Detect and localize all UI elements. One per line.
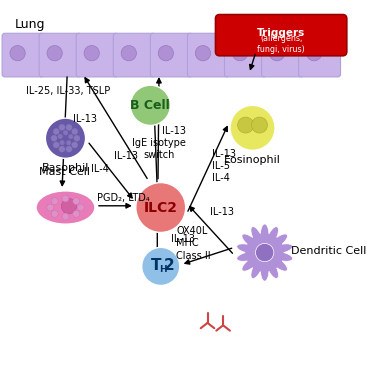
Circle shape (77, 204, 84, 211)
Circle shape (45, 118, 86, 158)
Circle shape (142, 248, 180, 286)
Circle shape (53, 128, 59, 135)
Text: IL-13: IL-13 (162, 126, 186, 136)
Circle shape (68, 134, 73, 139)
FancyBboxPatch shape (2, 33, 44, 77)
Text: H: H (159, 265, 166, 275)
Circle shape (270, 46, 285, 61)
FancyBboxPatch shape (39, 33, 81, 77)
Circle shape (62, 199, 76, 214)
Text: IL-13: IL-13 (210, 207, 234, 217)
Ellipse shape (36, 191, 95, 224)
Text: Dendritic Cell: Dendritic Cell (291, 246, 366, 256)
FancyBboxPatch shape (113, 33, 155, 77)
Circle shape (72, 142, 78, 148)
Text: (allergens,
fungi, virus): (allergens, fungi, virus) (257, 34, 305, 54)
Text: IL-13: IL-13 (171, 234, 195, 244)
Circle shape (51, 211, 58, 217)
FancyBboxPatch shape (76, 33, 118, 77)
Text: IL-13: IL-13 (73, 114, 97, 124)
Text: IL-25, IL-33, TSLP: IL-25, IL-33, TSLP (26, 87, 110, 97)
FancyBboxPatch shape (298, 33, 340, 77)
Circle shape (66, 140, 71, 145)
Text: IL-4: IL-4 (91, 164, 109, 174)
FancyBboxPatch shape (150, 33, 192, 77)
Circle shape (66, 124, 72, 131)
Circle shape (10, 46, 25, 61)
Text: IL-13: IL-13 (114, 151, 138, 161)
Circle shape (73, 211, 80, 217)
Circle shape (59, 124, 65, 131)
Circle shape (158, 46, 174, 61)
Circle shape (130, 85, 171, 125)
Text: ILC2: ILC2 (144, 201, 178, 215)
Circle shape (306, 46, 322, 61)
Circle shape (60, 140, 64, 145)
Circle shape (238, 117, 254, 133)
Circle shape (230, 105, 275, 150)
Circle shape (66, 146, 72, 152)
Text: OX40L
MHC
Class II: OX40L MHC Class II (176, 226, 211, 261)
Circle shape (84, 46, 99, 61)
Text: B Cell: B Cell (130, 99, 170, 112)
Text: Mast Cell: Mast Cell (39, 167, 90, 177)
Circle shape (51, 198, 58, 205)
Circle shape (121, 46, 136, 61)
Polygon shape (237, 224, 292, 281)
Circle shape (255, 243, 274, 262)
Circle shape (232, 46, 248, 61)
FancyBboxPatch shape (216, 14, 347, 56)
Text: T: T (151, 258, 162, 273)
Circle shape (72, 128, 78, 135)
Circle shape (47, 46, 62, 61)
Circle shape (63, 130, 68, 135)
Circle shape (58, 134, 63, 139)
FancyBboxPatch shape (261, 33, 303, 77)
Circle shape (51, 135, 57, 141)
Circle shape (53, 142, 59, 148)
Text: IL-13
IL-5
IL-4: IL-13 IL-5 IL-4 (212, 148, 236, 184)
Circle shape (62, 195, 69, 202)
Text: Basophil: Basophil (42, 163, 89, 173)
Circle shape (59, 146, 65, 152)
Circle shape (47, 204, 54, 211)
Circle shape (74, 135, 80, 141)
Text: Eosinophil: Eosinophil (224, 155, 281, 165)
FancyBboxPatch shape (188, 33, 230, 77)
Circle shape (73, 198, 80, 205)
Circle shape (62, 213, 69, 220)
Text: Lung: Lung (15, 18, 46, 31)
Circle shape (252, 117, 267, 133)
Text: 2: 2 (164, 258, 174, 273)
Circle shape (195, 46, 210, 61)
Circle shape (136, 182, 186, 232)
FancyBboxPatch shape (225, 33, 266, 77)
Text: PGD₂, LTD₄: PGD₂, LTD₄ (97, 193, 149, 203)
Text: Triggers: Triggers (257, 28, 305, 38)
Text: IgE isotype
switch: IgE isotype switch (132, 138, 186, 160)
